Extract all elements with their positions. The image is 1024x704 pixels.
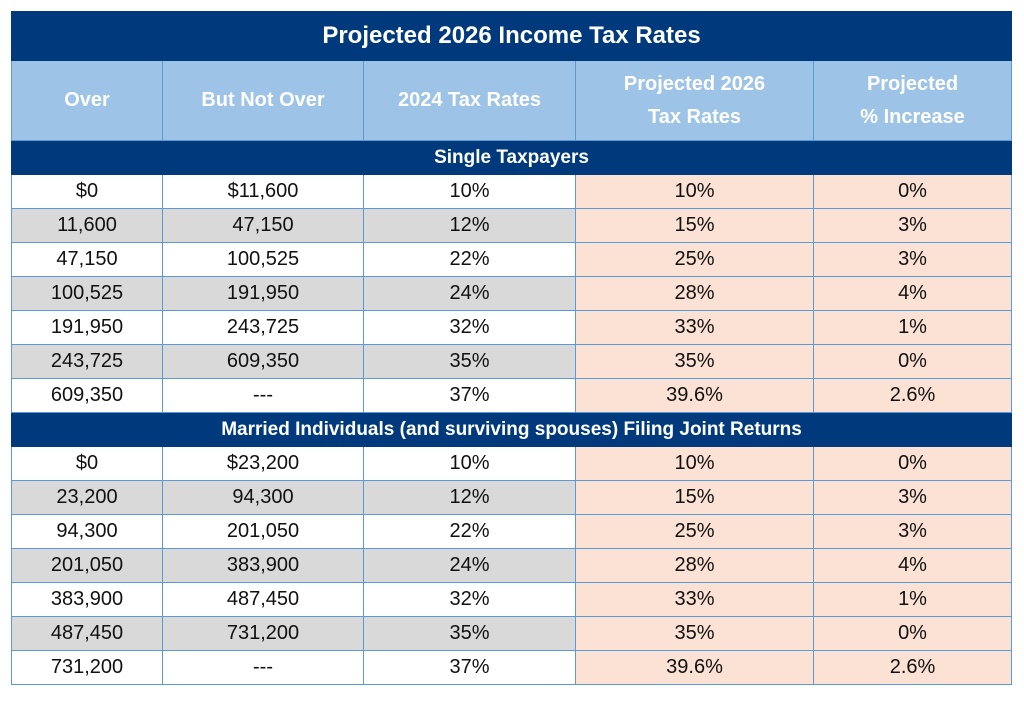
table-row: 243,725 609,350 35% 35% 0% [11, 344, 1013, 379]
header-over: Over [11, 60, 163, 141]
cell-but-not-over: --- [162, 378, 364, 413]
cell-rate-2024: 37% [363, 378, 576, 413]
cell-increase: 4% [812, 548, 1013, 583]
cell-rate-2026: 39.6% [575, 650, 814, 685]
cell-increase: 3% [812, 480, 1013, 515]
cell-over: 487,450 [11, 616, 163, 651]
cell-increase: 0% [812, 446, 1013, 481]
cell-rate-2024: 35% [363, 616, 576, 651]
cell-over: 609,350 [11, 378, 163, 413]
cell-rate-2026: 15% [575, 208, 814, 243]
cell-rate-2026: 25% [575, 242, 814, 277]
cell-over: 243,725 [11, 344, 163, 379]
cell-rate-2026: 15% [575, 480, 814, 515]
cell-over: 383,900 [11, 582, 163, 617]
table-row: $0 $11,600 10% 10% 0% [11, 174, 1013, 209]
table-row: 191,950 243,725 32% 33% 1% [11, 310, 1013, 345]
cell-rate-2026: 33% [575, 582, 814, 617]
cell-rate-2026: 10% [575, 174, 814, 209]
table-row: 609,350 --- 37% 39.6% 2.6% [11, 378, 1013, 413]
cell-but-not-over: 191,950 [162, 276, 364, 311]
table-row: $0 $23,200 10% 10% 0% [11, 446, 1013, 481]
cell-rate-2024: 22% [363, 242, 576, 277]
cell-increase: 3% [812, 514, 1013, 549]
table-row: 100,525 191,950 24% 28% 4% [11, 276, 1013, 311]
cell-increase: 0% [812, 616, 1013, 651]
table-row: 94,300 201,050 22% 25% 3% [11, 514, 1013, 549]
cell-but-not-over: 47,150 [162, 208, 364, 243]
cell-but-not-over: $11,600 [162, 174, 364, 209]
cell-rate-2024: 24% [363, 548, 576, 583]
cell-rate-2024: 32% [363, 582, 576, 617]
cell-increase: 1% [812, 310, 1013, 345]
cell-rate-2026: 33% [575, 310, 814, 345]
cell-over: 47,150 [11, 242, 163, 277]
cell-rate-2026: 35% [575, 344, 814, 379]
section-header: Single Taxpayers [10, 140, 1013, 175]
cell-rate-2024: 22% [363, 514, 576, 549]
cell-over: 100,525 [11, 276, 163, 311]
cell-increase: 0% [812, 344, 1013, 379]
cell-increase: 0% [812, 174, 1013, 209]
cell-rate-2024: 12% [363, 208, 576, 243]
cell-rate-2026: 39.6% [575, 378, 814, 413]
table-row: 201,050 383,900 24% 28% 4% [11, 548, 1013, 583]
cell-over: 94,300 [11, 514, 163, 549]
cell-but-not-over: 609,350 [162, 344, 364, 379]
cell-over: 11,600 [11, 208, 163, 243]
cell-rate-2024: 35% [363, 344, 576, 379]
cell-but-not-over: 383,900 [162, 548, 364, 583]
cell-rate-2024: 37% [363, 650, 576, 685]
cell-increase: 4% [812, 276, 1013, 311]
cell-rate-2024: 32% [363, 310, 576, 345]
cell-but-not-over: --- [162, 650, 364, 685]
cell-over: 23,200 [11, 480, 163, 515]
cell-but-not-over: 243,725 [162, 310, 364, 345]
cell-over: $0 [11, 446, 163, 481]
cell-rate-2024: 10% [363, 446, 576, 481]
table-title: Projected 2026 Income Tax Rates [10, 11, 1013, 61]
cell-but-not-over: 731,200 [162, 616, 364, 651]
cell-over: 201,050 [11, 548, 163, 583]
cell-but-not-over: 201,050 [162, 514, 364, 549]
section-label: Married Individuals (and surviving spous… [10, 412, 1013, 447]
cell-rate-2026: 28% [575, 276, 814, 311]
table-row: 11,600 47,150 12% 15% 3% [11, 208, 1013, 243]
cell-rate-2026: 25% [575, 514, 814, 549]
header-projected-increase: Projected% Increase [812, 60, 1013, 141]
cell-increase: 2.6% [812, 378, 1013, 413]
cell-but-not-over: 94,300 [162, 480, 364, 515]
section-header: Married Individuals (and surviving spous… [10, 412, 1013, 447]
cell-but-not-over: $23,200 [162, 446, 364, 481]
header-2024-rates: 2024 Tax Rates [363, 60, 576, 141]
cell-rate-2026: 10% [575, 446, 814, 481]
cell-over: 731,200 [11, 650, 163, 685]
cell-rate-2026: 28% [575, 548, 814, 583]
header-row: Over But Not Over 2024 Tax Rates Project… [11, 60, 1013, 141]
cell-but-not-over: 100,525 [162, 242, 364, 277]
cell-increase: 3% [812, 242, 1013, 277]
table-row: 487,450 731,200 35% 35% 0% [11, 616, 1013, 651]
cell-rate-2024: 10% [363, 174, 576, 209]
table-row: 47,150 100,525 22% 25% 3% [11, 242, 1013, 277]
section-label: Single Taxpayers [10, 140, 1013, 175]
table-row: 383,900 487,450 32% 33% 1% [11, 582, 1013, 617]
cell-increase: 1% [812, 582, 1013, 617]
header-but-not-over: But Not Over [162, 60, 364, 141]
cell-over: 191,950 [11, 310, 163, 345]
cell-over: $0 [11, 174, 163, 209]
table-row: 731,200 --- 37% 39.6% 2.6% [11, 650, 1013, 685]
table-row: 23,200 94,300 12% 15% 3% [11, 480, 1013, 515]
cell-but-not-over: 487,450 [162, 582, 364, 617]
cell-rate-2024: 24% [363, 276, 576, 311]
header-projected-2026-rates: Projected 2026 Tax Rates [575, 60, 814, 141]
cell-rate-2026: 35% [575, 616, 814, 651]
cell-increase: 3% [812, 208, 1013, 243]
cell-increase: 2.6% [812, 650, 1013, 685]
tax-rates-table: Projected 2026 Income Tax Rates Over But… [10, 11, 1013, 685]
cell-rate-2024: 12% [363, 480, 576, 515]
